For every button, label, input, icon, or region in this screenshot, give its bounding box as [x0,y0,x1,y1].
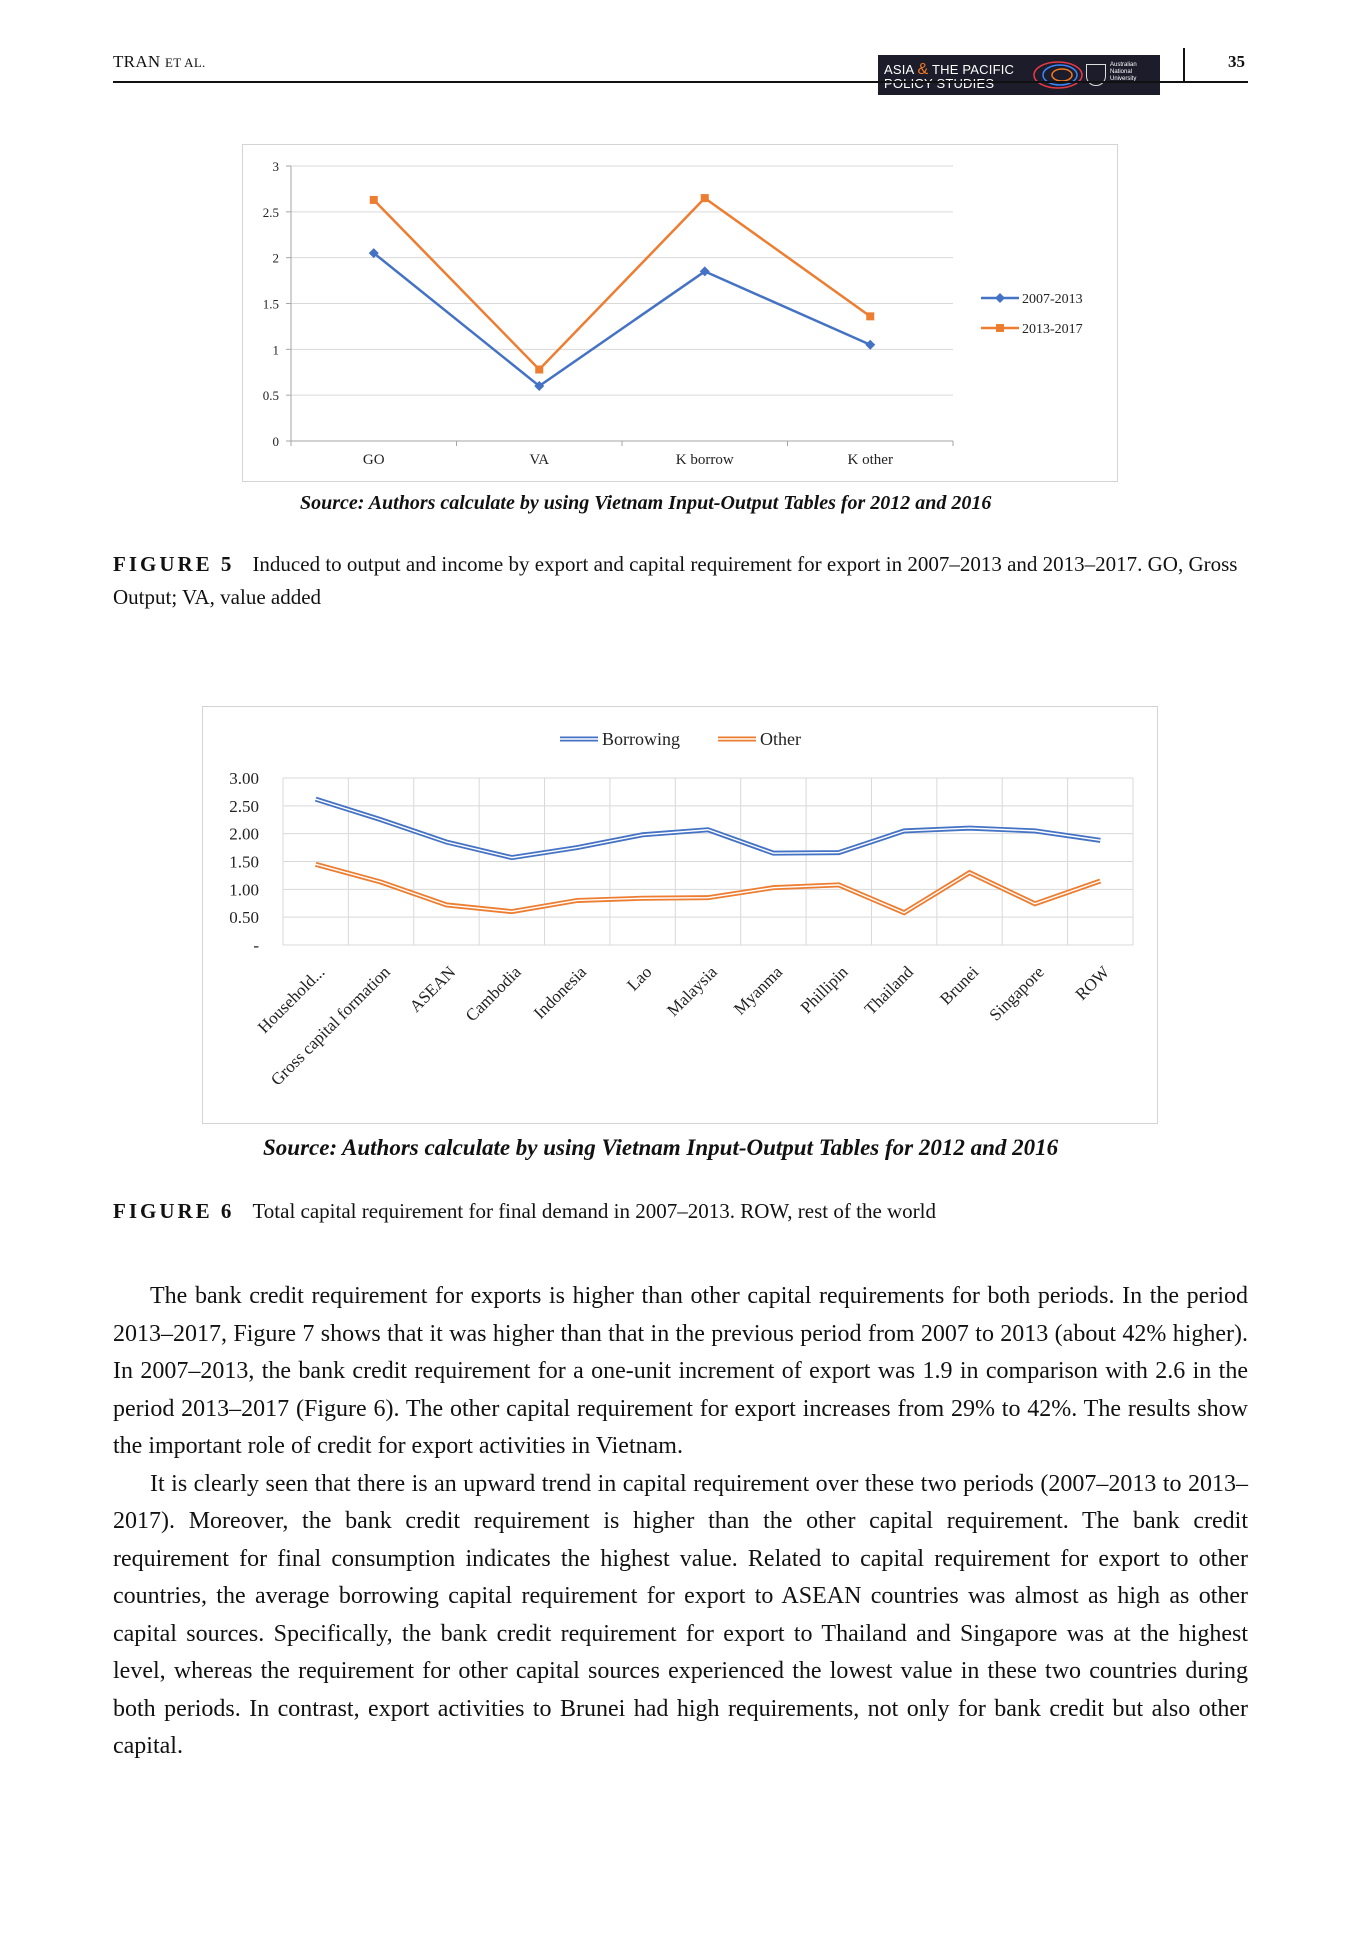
figure6-caption-text: Total capital requirement for final dema… [252,1199,937,1223]
series-line-inner-1 [315,863,1101,914]
figure6-source: Source: Authors calculate by using Vietn… [263,1135,1059,1160]
figure6-label: FIGURE 6 [113,1199,235,1223]
page-number: 35 [1228,52,1245,71]
author-etal: ET AL. [165,55,206,70]
y-tick-label: 0 [273,434,280,449]
y-tick-label: 1.50 [229,853,259,872]
figure6-chart: -0.501.001.502.002.503.00Household...Gro… [229,729,1134,1089]
figure5-chart-frame: 0 0.5 1 1.5 2 2.5 3 GO VA K borrow K other 2007-201… [242,144,1118,482]
x-tick-label: Singapore [986,962,1048,1024]
x-tick-label: Thailand [861,962,918,1019]
legend-label: Other [760,729,801,749]
y-tick-label: 1.00 [229,880,259,899]
figure5-caption-text: Induced to output and income by export a… [113,552,1238,609]
y-tick-label: 2 [273,251,280,266]
series-line-inner-0 [315,798,1101,859]
y-tick-label: 1 [273,342,280,357]
header-rule [113,81,1248,83]
y-tick-label: 0.50 [229,908,259,927]
data-point [535,365,544,374]
journal-title-line2: POLICY STUDIES [884,76,995,91]
running-head-authors: TRAN ET AL. [113,52,206,72]
x-tick-label: ASEAN [406,962,460,1016]
figure6-chart-frame: -0.50 1.00 1.50 2.00 2.50 3.00 Household... Gro… [202,706,1158,1124]
x-tick-label: Indonesia [530,962,590,1022]
y-tick-label: 3.00 [229,769,259,788]
legend-marker [995,293,1005,303]
x-tick-label: VA [529,452,549,468]
paragraph-2: It is clearly seen that there is an upwa… [113,1470,1248,1760]
data-point [369,195,378,204]
y-tick-label: 0.5 [263,388,279,403]
swirl-logo-icon [1033,61,1083,89]
data-point [368,248,379,259]
legend-label: 2013-2017 [1022,322,1083,337]
y-tick-label: 2.00 [229,825,259,844]
series-line-outer-1 [315,861,1102,916]
paragraph-1: The bank credit requirement for exports … [113,1283,1248,1459]
x-tick-label: ROW [1072,962,1114,1004]
figure5-chart: 0 0.5 1 1.5 2 2.5 3 GO VA K borrow K other 2007-201… [263,159,1083,468]
y-tick-label: 2.5 [263,205,279,220]
y-tick-label: 2.50 [229,797,259,816]
figure6-caption: FIGURE 6 Total capital requirement for fi… [113,1195,1248,1228]
legend-label: 2007-2013 [1022,292,1083,307]
legend-marker [996,324,1004,332]
journal-logo: ASIA & THE PACIFIC POLICY STUDIES Austra… [878,55,1160,95]
figure5-caption: FIGURE 5 Induced to output and income by … [113,548,1248,614]
journal-title-line1: ASIA & THE PACIFIC [884,61,1015,78]
legend-label: Borrowing [602,729,680,749]
data-point [865,339,876,350]
y-tick-label: 1.5 [263,297,279,312]
author-name: TRAN [113,52,161,71]
body-text: The bank credit requirement for exports … [113,1278,1248,1766]
data-point [534,381,545,391]
data-point [866,312,875,321]
x-tick-label: Lao [623,962,655,994]
x-tick-label: Malaysia [663,962,721,1020]
figure5-source: Source: Authors calculate by using Vietn… [300,492,992,514]
university-name: Australian National University [1110,62,1137,82]
x-tick-label: Phillipin [797,962,852,1017]
series-line-1 [372,196,871,372]
x-tick-label: K borrow [676,452,734,468]
series-line-0 [372,252,871,388]
figure5-label: FIGURE 5 [113,552,235,576]
x-tick-label: Cambodia [462,962,525,1025]
x-tick-label: GO [363,452,385,468]
x-tick-label: K other [848,452,893,468]
anu-crest-icon [1086,64,1106,86]
y-tick-label: 3 [273,159,280,174]
data-point [700,194,709,203]
y-tick-label: - [253,936,259,955]
ampersand: & [917,61,929,78]
x-tick-label: Gross capital formation [267,962,394,1089]
header-divider [1183,48,1185,82]
x-tick-label: Brunei [936,962,982,1008]
x-tick-label: Myanma [730,962,786,1018]
